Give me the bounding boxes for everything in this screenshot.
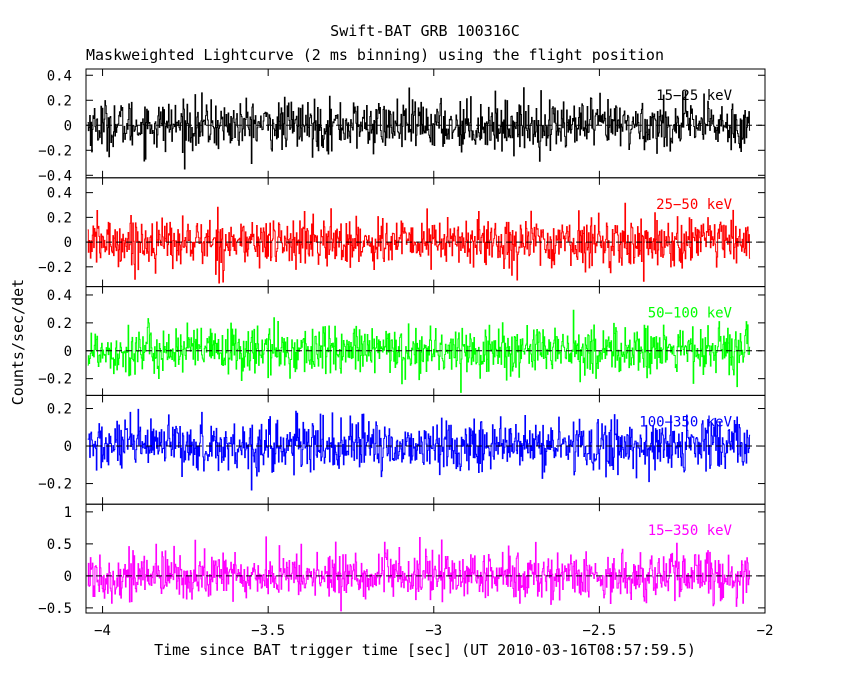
y-tick-label: −0.2 bbox=[38, 477, 72, 493]
panel-15-350-kev: −0.5 0 0.5 1 15−350 keV bbox=[38, 503, 766, 617]
energy-band-label: 15−350 keV bbox=[648, 523, 733, 539]
y-tick-label: 0 bbox=[64, 569, 72, 585]
y-tick-label: 0.4 bbox=[47, 68, 72, 84]
panel-group: −0.4 −0.2 0 0.2 0.4 15−25 keV −0.2 0 0.2 0.4 25−50… bbox=[38, 68, 766, 617]
y-tick-label: 0.4 bbox=[47, 186, 72, 202]
y-tick-label: −0.2 bbox=[38, 260, 72, 276]
panel-25-50-kev: −0.2 0 0.2 0.4 25−50 keV bbox=[38, 177, 766, 288]
y-tick-label: 0.2 bbox=[47, 93, 72, 109]
x-axis-label: Time since BAT trigger time [sec] (UT 20… bbox=[154, 641, 696, 659]
y-tick-label: 0 bbox=[64, 235, 72, 251]
y-tick-label: −0.2 bbox=[38, 143, 72, 159]
panel-100-350-kev: −0.2 0 0.2 100−350 keV bbox=[38, 394, 766, 505]
chart-title: Swift-BAT GRB 100316C bbox=[330, 22, 520, 40]
chart-subtitle: Maskweighted Lightcurve (2 ms binning) u… bbox=[86, 46, 664, 64]
x-tick-label: −3.5 bbox=[251, 623, 285, 639]
y-tick-label: 0.5 bbox=[47, 537, 72, 553]
x-tick-label: −2.5 bbox=[583, 623, 617, 639]
y-tick-label: 0 bbox=[64, 118, 72, 134]
y-axis-label: Counts/sec/det bbox=[9, 279, 27, 405]
y-tick-label: −0.4 bbox=[38, 168, 72, 184]
y-tick-label: 0.2 bbox=[47, 210, 72, 226]
x-tick-label: −3 bbox=[425, 623, 442, 639]
series-line bbox=[87, 408, 751, 491]
y-tick-label: −0.2 bbox=[38, 372, 72, 388]
y-tick-label: 0.2 bbox=[47, 316, 72, 332]
energy-band-label: 25−50 keV bbox=[656, 197, 732, 213]
y-tick-label: 0.4 bbox=[47, 288, 72, 304]
y-tick-label: 0.2 bbox=[47, 402, 72, 418]
x-axis: −4 −3.5 −3 −2.5 −2 bbox=[94, 623, 773, 639]
energy-band-label: 100−350 keV bbox=[639, 414, 732, 430]
panel-frame bbox=[85, 503, 766, 614]
y-tick-label: 0 bbox=[64, 344, 72, 360]
series-line bbox=[87, 87, 751, 170]
panel-15-25-kev: −0.4 −0.2 0 0.2 0.4 15−25 keV bbox=[38, 68, 766, 184]
energy-band-label: 50−100 keV bbox=[648, 306, 733, 322]
x-tick-label: −4 bbox=[94, 623, 111, 639]
series-line bbox=[87, 309, 751, 393]
y-tick-label: −0.5 bbox=[38, 601, 72, 617]
x-tick-label: −2 bbox=[757, 623, 774, 639]
series-line bbox=[87, 202, 751, 284]
energy-band-label: 15−25 keV bbox=[656, 88, 732, 104]
y-tick-label: 1 bbox=[64, 505, 72, 521]
series-line bbox=[87, 536, 751, 612]
panel-50-100-kev: −0.2 0 0.2 0.4 50−100 keV bbox=[38, 286, 766, 396]
y-tick-label: 0 bbox=[64, 439, 72, 455]
